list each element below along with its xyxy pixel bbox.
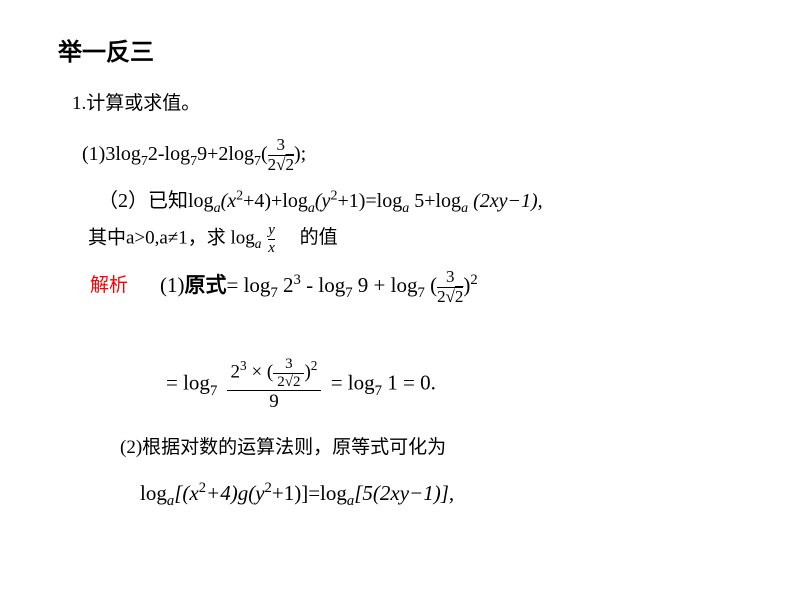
l1-b1: 7: [141, 154, 148, 169]
l2-s2: +4)+log: [243, 190, 308, 212]
s1-s2: - log: [301, 273, 345, 297]
l2-prefix: （2）已知log: [98, 190, 214, 212]
s1-s1: 2: [278, 273, 294, 297]
s1-num: 3: [437, 268, 463, 287]
s1-frac: 32√2: [437, 268, 463, 306]
s1-b3: 7: [417, 285, 424, 301]
s2-bigden: 9: [227, 390, 322, 414]
l3-suffix: 的值: [300, 227, 338, 248]
l2-s5: 5+log: [409, 190, 461, 212]
s1-s3: 9 + log: [353, 273, 418, 297]
l2-b2: a: [308, 201, 315, 216]
s4-s2: +4)g(y: [206, 481, 264, 505]
s1-e1: 3: [294, 272, 301, 288]
s4-log1: log: [140, 481, 167, 505]
s4-s1: [(x: [174, 481, 199, 505]
problem-intro: 1.计算或求值。: [72, 88, 200, 115]
l2-b4: a: [461, 201, 468, 216]
s1-prefix: (1): [160, 273, 185, 297]
s2-b2: 7: [375, 383, 382, 399]
s1-open: (: [425, 273, 437, 297]
s4-e1: 2: [199, 480, 206, 496]
s1-b1: 7: [270, 285, 277, 301]
problem-1-line: (1)3log72-log79+2log7(32√2);: [82, 136, 306, 174]
s1-den: 2√2: [437, 287, 463, 307]
s2-b1: 7: [210, 383, 217, 399]
solution-line-2: = log7 23 × (32√2)2 9 = log7 1 = 0.: [166, 356, 436, 414]
l1-den: 2√2: [268, 155, 294, 175]
l1-close: );: [294, 143, 306, 165]
s1-eq: = log: [227, 273, 271, 297]
l3-num: y: [268, 222, 275, 239]
s2-s3: 1 = 0.: [382, 371, 436, 395]
s4-s3: +1)]=log: [272, 481, 347, 505]
l1-num: 3: [268, 136, 294, 155]
problem-3-line: 其中a>0,a≠1，求 loga yx 的值: [88, 222, 338, 256]
l2-s1: (x: [221, 190, 237, 212]
problem-2-line: （2）已知loga(x2+4)+loga(y2+1)=loga 5+loga (…: [98, 184, 543, 217]
l3-frac: yx: [268, 222, 275, 256]
s1-b2: 7: [345, 285, 352, 301]
l3-den: x: [268, 239, 275, 257]
page-title: 举一反三: [58, 32, 154, 67]
s4-s4: [5(2xy−1)],: [354, 481, 454, 505]
l1-b3: 7: [254, 154, 261, 169]
s1-orig: 原式: [185, 274, 227, 297]
solution-label: 解析: [90, 270, 128, 297]
s2-bigfrac: 23 × (32√2)2 9: [227, 356, 322, 414]
solution-line-1: (1)原式= log7 23 - log7 9 + log7 (32√2)2: [160, 268, 478, 306]
l2-s3: (y: [315, 190, 331, 212]
solution-2-intro: (2)根据对数的运算法则，原等式可化为: [120, 432, 446, 459]
l2-s6: (2xy−1),: [468, 190, 543, 212]
s2-s2: = log: [331, 371, 375, 395]
l1-a1: 2-log: [148, 143, 190, 165]
l1-frac: 32√2: [268, 136, 294, 174]
s2-bignum: 23 × (32√2)2: [227, 356, 322, 390]
l3-prefix: 其中a>0,a≠1，求: [88, 227, 226, 248]
l1-open: (: [261, 143, 268, 165]
l3-lb: a: [255, 236, 262, 251]
s1-e2: 2: [470, 272, 477, 288]
l2-s4: +1)=log: [337, 190, 402, 212]
l1-a2: 9+2log: [197, 143, 254, 165]
s2-eq: = log: [166, 371, 210, 395]
l2-b1: a: [214, 201, 221, 216]
l3-log: log: [231, 227, 255, 248]
solution-line-4: loga[(x2+4)g(y2+1)]=loga[5(2xy−1)],: [140, 480, 454, 510]
s4-e2: 2: [265, 480, 272, 496]
l1-prefix: (1)3log: [82, 143, 141, 165]
